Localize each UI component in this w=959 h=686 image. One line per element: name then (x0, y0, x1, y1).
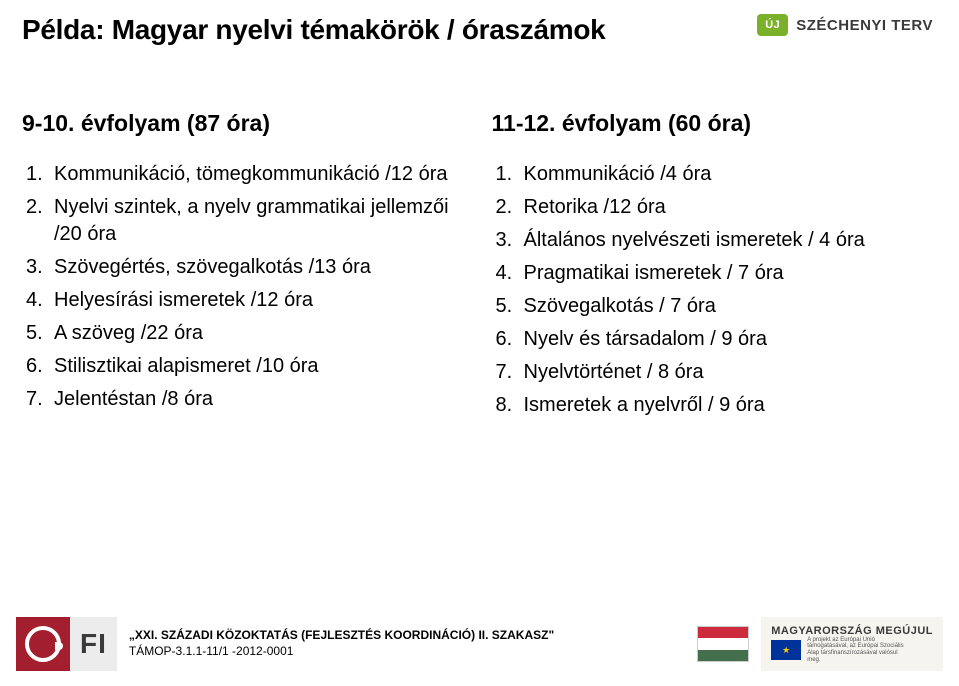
list-number: 2. (26, 194, 54, 248)
list-text: Nyelvi szintek, a nyelv grammatikai jell… (54, 194, 468, 248)
content-columns: 9-10. évfolyam (87 óra) 1.Kommunikáció, … (22, 110, 937, 425)
list-text: Nyelvtörténet / 8 óra (524, 359, 938, 386)
list-number: 4. (496, 260, 524, 287)
ofi-logo: FI (16, 617, 117, 671)
list-text: Retorika /12 óra (524, 194, 938, 221)
list-item: 6.Nyelv és társadalom / 9 óra (496, 326, 938, 353)
szechenyi-text: SZÉCHENYI TERV (796, 17, 933, 34)
list-item: 7.Nyelvtörténet / 8 óra (496, 359, 938, 386)
list-number: 3. (496, 227, 524, 254)
list-item: 1.Kommunikáció /4 óra (496, 161, 938, 188)
list-number: 7. (496, 359, 524, 386)
list-item: 5.A szöveg /22 óra (26, 320, 468, 347)
list-item: 6.Stilisztikai alapismeret /10 óra (26, 353, 468, 380)
ofi-text: FI (70, 617, 117, 671)
eu-text: A projekt az Európai Unió támogatásával,… (807, 637, 907, 663)
uj-badge: ÚJ (757, 14, 788, 36)
list-item: 2.Nyelvi szintek, a nyelv grammatikai je… (26, 194, 468, 248)
list-item: 3.Szövegértés, szövegalkotás /13 óra (26, 254, 468, 281)
list-text: Kommunikáció /4 óra (524, 161, 938, 188)
list-text: Nyelv és társadalom / 9 óra (524, 326, 938, 353)
left-column: 9-10. évfolyam (87 óra) 1.Kommunikáció, … (22, 110, 468, 425)
list-number: 1. (496, 161, 524, 188)
left-list: 1.Kommunikáció, tömegkommunikáció /12 ór… (26, 161, 468, 413)
list-number: 2. (496, 194, 524, 221)
list-item: 2.Retorika /12 óra (496, 194, 938, 221)
hungary-flag-icon (697, 626, 749, 662)
szechenyi-logo: ÚJ SZÉCHENYI TERV (757, 14, 933, 36)
list-number: 5. (496, 293, 524, 320)
list-text: Pragmatikai ismeretek / 7 óra (524, 260, 938, 287)
list-text: Ismeretek a nyelvről / 9 óra (524, 392, 938, 419)
list-number: 4. (26, 287, 54, 314)
footer-project-text: „XXI. SZÁZADI KÖZOKTATÁS (FEJLESZTÉS KOO… (129, 628, 685, 659)
right-heading: 11-12. évfolyam (60 óra) (492, 110, 938, 137)
list-number: 6. (26, 353, 54, 380)
list-item: 7.Jelentéstan /8 óra (26, 386, 468, 413)
list-text: Jelentéstan /8 óra (54, 386, 468, 413)
list-number: 1. (26, 161, 54, 188)
list-number: 3. (26, 254, 54, 281)
slide-title: Példa: Magyar nyelvi témakörök / óraszám… (22, 14, 605, 46)
list-number: 7. (26, 386, 54, 413)
list-item: 4.Helyesírási ismeretek /12 óra (26, 287, 468, 314)
list-item: 3.Általános nyelvészeti ismeretek / 4 ór… (496, 227, 938, 254)
right-list: 1.Kommunikáció /4 óra2.Retorika /12 óra3… (496, 161, 938, 419)
list-item: 1.Kommunikáció, tömegkommunikáció /12 ór… (26, 161, 468, 188)
footer: FI „XXI. SZÁZADI KÖZOKTATÁS (FEJLESZTÉS … (0, 602, 959, 686)
left-heading: 9-10. évfolyam (87 óra) (22, 110, 468, 137)
list-item: 5.Szövegalkotás / 7 óra (496, 293, 938, 320)
list-text: Helyesírási ismeretek /12 óra (54, 287, 468, 314)
project-line1: „XXI. SZÁZADI KÖZOKTATÁS (FEJLESZTÉS KOO… (129, 628, 554, 642)
eu-flag-icon: ★ (771, 640, 801, 660)
list-text: A szöveg /22 óra (54, 320, 468, 347)
list-text: Stilisztikai alapismeret /10 óra (54, 353, 468, 380)
project-line2: TÁMOP-3.1.1-11/1 -2012-0001 (129, 644, 685, 660)
list-text: Általános nyelvészeti ismeretek / 4 óra (524, 227, 938, 254)
megujul-title: MAGYARORSZÁG MEGÚJUL (771, 625, 933, 637)
ofi-icon (16, 617, 70, 671)
list-text: Szövegalkotás / 7 óra (524, 293, 938, 320)
slide: Példa: Magyar nyelvi témakörök / óraszám… (0, 0, 959, 686)
list-item: 8.Ismeretek a nyelvről / 9 óra (496, 392, 938, 419)
list-text: Kommunikáció, tömegkommunikáció /12 óra (54, 161, 468, 188)
list-text: Szövegértés, szövegalkotás /13 óra (54, 254, 468, 281)
megujul-block: MAGYARORSZÁG MEGÚJUL ★ A projekt az Euró… (761, 617, 943, 671)
list-number: 8. (496, 392, 524, 419)
right-column: 11-12. évfolyam (60 óra) 1.Kommunikáció … (492, 110, 938, 425)
list-number: 6. (496, 326, 524, 353)
list-item: 4.Pragmatikai ismeretek / 7 óra (496, 260, 938, 287)
list-number: 5. (26, 320, 54, 347)
